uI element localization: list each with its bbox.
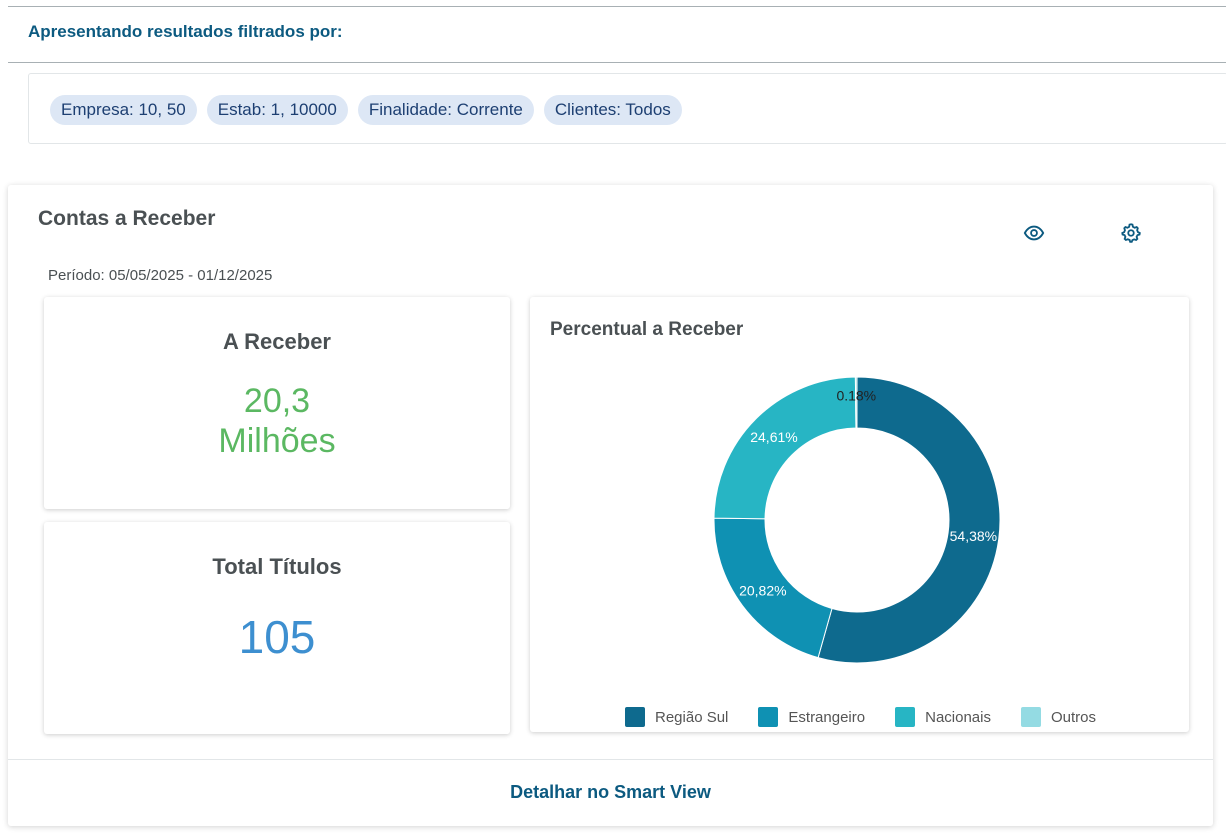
- filter-chip-estab[interactable]: Estab: 1, 10000: [206, 95, 348, 125]
- donut-slice-outros[interactable]: [854, 376, 858, 429]
- chart-title: Percentual a Receber: [550, 319, 744, 340]
- top-divider: [8, 6, 1226, 7]
- kpi-value: 105: [238, 611, 316, 663]
- legend-label: Outros: [1050, 708, 1096, 726]
- legend-label: Região Sul: [655, 708, 729, 726]
- donut-data-label: 20,82%: [739, 582, 786, 598]
- chart-card: Percentual a Receber 54,38% 20,82% 24,61% 0…: [530, 297, 1189, 732]
- legend-item-regiao-sul[interactable]: Região Sul: [625, 707, 728, 727]
- gear-icon: [1121, 223, 1141, 243]
- donut-data-label: 0.18%: [836, 388, 876, 404]
- widget-title: Contas a Receber: [38, 207, 216, 230]
- filter-heading: Apresentando resultados filtrados por:: [28, 22, 343, 41]
- donut-slice-regi-o-sul[interactable]: [817, 376, 1001, 664]
- footer-divider: [8, 759, 1213, 760]
- filter-chip-empresa[interactable]: Empresa: 10, 50: [50, 95, 197, 125]
- legend-swatch: [625, 707, 645, 727]
- donut-chart: 54,38% 20,82% 24,61% 0.18%: [713, 376, 1001, 664]
- legend-label: Nacionais: [925, 708, 991, 726]
- legend-item-outros[interactable]: Outros: [1020, 707, 1096, 727]
- donut-slice-nacionais[interactable]: [713, 376, 857, 520]
- legend-swatch: [758, 707, 779, 727]
- settings-button[interactable]: [1119, 221, 1143, 245]
- filter-chip-list: Empresa: 10, 50 Estab: 1, 10000 Finalida…: [50, 95, 682, 125]
- legend-item-estrangeiro[interactable]: Estrangeiro: [758, 707, 865, 727]
- kpi-unit: Milhões: [218, 422, 336, 460]
- period-label: Período: 05/05/2025 - 01/12/2025: [48, 267, 273, 284]
- legend-item-nacionais[interactable]: Nacionais: [895, 707, 991, 727]
- kpi-value: 20,3: [243, 382, 311, 420]
- donut-data-label: 54,38%: [950, 528, 997, 544]
- kpi-title: A Receber: [222, 329, 331, 354]
- filter-chip-finalidade[interactable]: Finalidade: Corrente: [357, 95, 534, 125]
- chart-legend: Região Sul Estrangeiro Nacionais Outros: [625, 707, 1096, 727]
- view-button[interactable]: [1022, 221, 1046, 245]
- kpi-card-receivable: A Receber 20,3 Milhões: [44, 297, 510, 509]
- kpi-card-titles: Total Títulos 105: [44, 522, 510, 734]
- smart-view-link[interactable]: Detalhar no Smart View: [510, 782, 711, 802]
- eye-icon: [1023, 225, 1045, 241]
- donut-data-label: 24,61%: [750, 429, 797, 445]
- filter-chip-clientes[interactable]: Clientes: Todos: [543, 95, 682, 125]
- receivables-widget: Contas a Receber Período: 05/05/2025 - 0…: [8, 185, 1213, 826]
- heading-divider: [8, 62, 1226, 63]
- legend-swatch: [1020, 707, 1041, 727]
- filter-chips-panel: Empresa: 10, 50 Estab: 1, 10000 Finalida…: [28, 73, 1226, 144]
- legend-swatch: [895, 707, 916, 727]
- legend-label: Estrangeiro: [788, 708, 866, 726]
- kpi-title: Total Títulos: [212, 554, 342, 579]
